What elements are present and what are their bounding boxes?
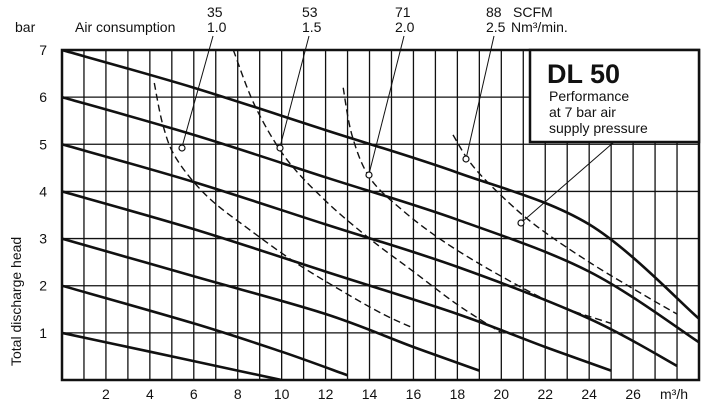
performance-curve-2: [62, 95, 699, 344]
x-tick-label: 26: [625, 386, 641, 402]
x-tick-label: 6: [190, 386, 198, 402]
performance-curve-6: [62, 284, 349, 377]
chart-subtitle-line-1: Performance: [549, 88, 629, 104]
x-tick-label: 8: [234, 386, 242, 402]
plot-frame: [60, 48, 701, 382]
y-tick-label: 7: [39, 42, 47, 58]
chart-subtitle-line-2: at 7 bar air: [549, 104, 616, 120]
performance-curve-5: [62, 237, 480, 372]
y-tick-label: 4: [39, 183, 47, 199]
air-consumption-curve-1: [153, 82, 414, 329]
x-unit-label: m³/h: [660, 386, 688, 402]
performance-curve-1: [62, 50, 699, 320]
air-marker-1: [178, 144, 186, 152]
air-nm3-label-4: 2.5: [486, 19, 506, 35]
x-tick-label: 18: [450, 386, 466, 402]
air-nm3-label-2: 1.5: [302, 19, 322, 35]
title-box: [528, 48, 701, 144]
title-leader: [521, 141, 615, 223]
x-tick-label: 22: [537, 386, 553, 402]
air-scfm-label-3: 71: [395, 4, 411, 20]
air-nm3-label-3: 2.0: [395, 19, 415, 35]
x-tick-label: 2: [102, 386, 110, 402]
y-tick-label: 3: [39, 231, 47, 247]
air-consumption-curve-4: [452, 134, 678, 315]
performance-curve-7: [62, 331, 282, 380]
air-consumption-curve-3: [342, 87, 612, 325]
air-scfm-label-4: 88: [486, 4, 502, 20]
performance-curves: [62, 50, 699, 380]
x-tick-label: 10: [274, 386, 290, 402]
air-nm3-label-1: 1.0: [207, 19, 227, 35]
air-nm3-unit: Nm³/min.: [511, 19, 568, 35]
y-axis-title: Total discharge head: [8, 237, 24, 366]
y-tick-label: 6: [39, 89, 47, 105]
x-tick-label: 14: [362, 386, 378, 402]
air-leader-1: [181, 35, 214, 148]
y-tick-label: 1: [39, 325, 47, 341]
air-scfm-unit: SCFM: [513, 4, 553, 20]
air-scfm-label-1: 35: [207, 4, 223, 20]
air-scfm-label-2: 53: [302, 4, 318, 20]
air-consumption-curve-2: [232, 50, 502, 334]
air-leader-3: [368, 35, 405, 175]
y-tick-label: 2: [39, 278, 47, 294]
air-consumption-label: Air consumption: [75, 19, 175, 35]
y-unit-label: bar: [15, 19, 36, 35]
x-tick-label: 24: [581, 386, 597, 402]
air-marker-3: [365, 171, 373, 179]
y-tick-label: 5: [39, 136, 47, 152]
performance-curve-3: [62, 143, 678, 368]
air-marker-4: [462, 155, 470, 163]
chart-subtitle-line-3: supply pressure: [549, 120, 648, 136]
chart-title: DL 50: [547, 59, 620, 89]
x-tick-label: 16: [406, 386, 422, 402]
air-marker-2: [276, 144, 284, 152]
air-leader-2: [279, 35, 310, 148]
air-leader-4: [465, 35, 495, 160]
x-tick-label: 20: [494, 386, 510, 402]
performance-curve-4: [62, 190, 612, 372]
x-tick-label: 4: [146, 386, 154, 402]
air-consumption-curves: [153, 50, 678, 334]
x-tick-label: 12: [318, 386, 334, 402]
title-marker: [517, 219, 525, 227]
